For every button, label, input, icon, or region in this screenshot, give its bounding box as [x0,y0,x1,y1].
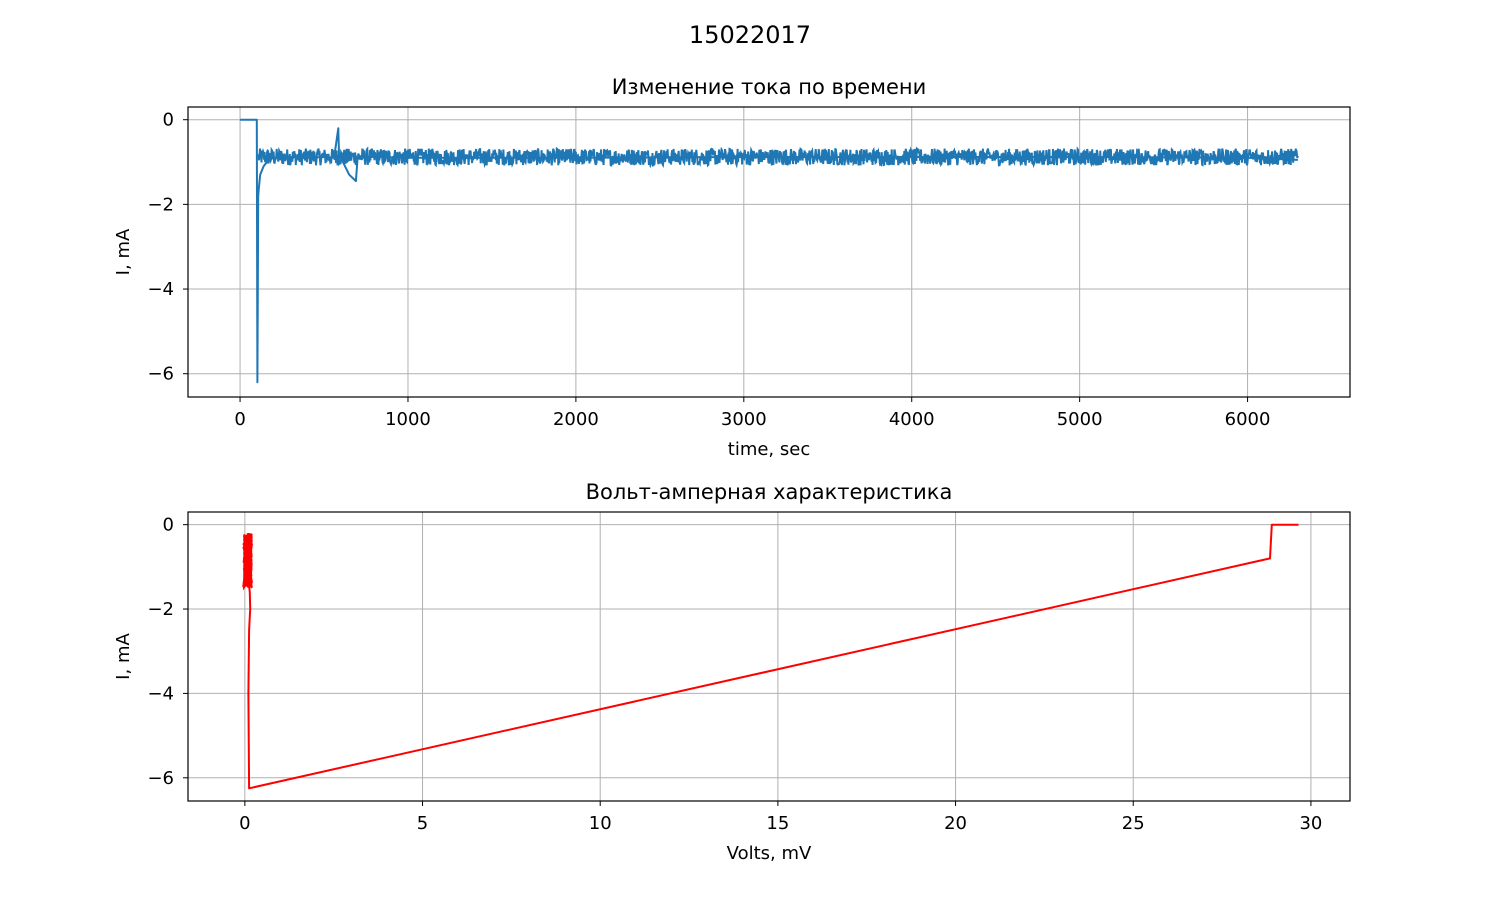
chart-0-xtick-label-2: 2000 [553,409,599,430]
chart-0-xlabel: time, sec [728,439,810,460]
chart-1-xtick-label-0: 0 [239,813,250,834]
chart-1-xlabel: Volts, mV [727,843,812,864]
chart-1-ytick-label-0: 0 [163,515,174,536]
chart-0-xtick-label-6: 6000 [1225,409,1271,430]
chart-0-xtick-label-0: 0 [234,409,245,430]
chart-0-axes-frame [187,106,1351,398]
chart-0-ytick-label-2: −4 [147,279,174,300]
chart-1-xtick-label-1: 5 [417,813,428,834]
chart-1-xtick-label-3: 15 [766,813,789,834]
chart-0-ylabel: I, mA [113,228,134,275]
chart-1-axes-frame [187,511,1351,802]
chart-0-xtick-label-4: 4000 [889,409,935,430]
chart-1-ylabel: I, mA [113,633,134,680]
chart-1-ytick-label-1: −2 [147,599,174,620]
chart-0-xtick-label-1: 1000 [385,409,431,430]
chart-0-series-0-line [240,118,1298,384]
chart-0-title: Изменение тока по времени [612,75,927,99]
chart-1-ytick-label-2: −4 [147,683,174,704]
chart-volt-ampere: 0 5 10 15 20 25 30 0 −2 −4 −6 Вольт-амперная характ… [113,480,1351,864]
chart-current-vs-time: 0 1000 2000 3000 4000 5000 6000 0 −2 −4 −6 Изменени… [113,75,1351,460]
chart-0-ytick-label-3: −6 [147,364,174,385]
chart-1-xtick-label-4: 20 [944,813,967,834]
chart-1-title: Вольт-амперная характеристика [586,480,953,504]
chart-0-noise-trace [257,146,1299,169]
chart-1-xtick-label-2: 10 [589,813,612,834]
chart-0-ytick-label-0: 0 [163,110,174,131]
chart-0-xtick-label-3: 3000 [721,409,767,430]
chart-1-series-0-line [246,523,1299,790]
chart-1-xtick-label-5: 25 [1122,813,1145,834]
chart-1-xtick-label-6: 30 [1299,813,1322,834]
chart-0-xtick-label-5: 5000 [1057,409,1103,430]
chart-1-ytick-label-3: −6 [147,768,174,789]
chart-0-ytick-label-1: −2 [147,194,174,215]
figure-title: 15022017 [689,21,811,49]
